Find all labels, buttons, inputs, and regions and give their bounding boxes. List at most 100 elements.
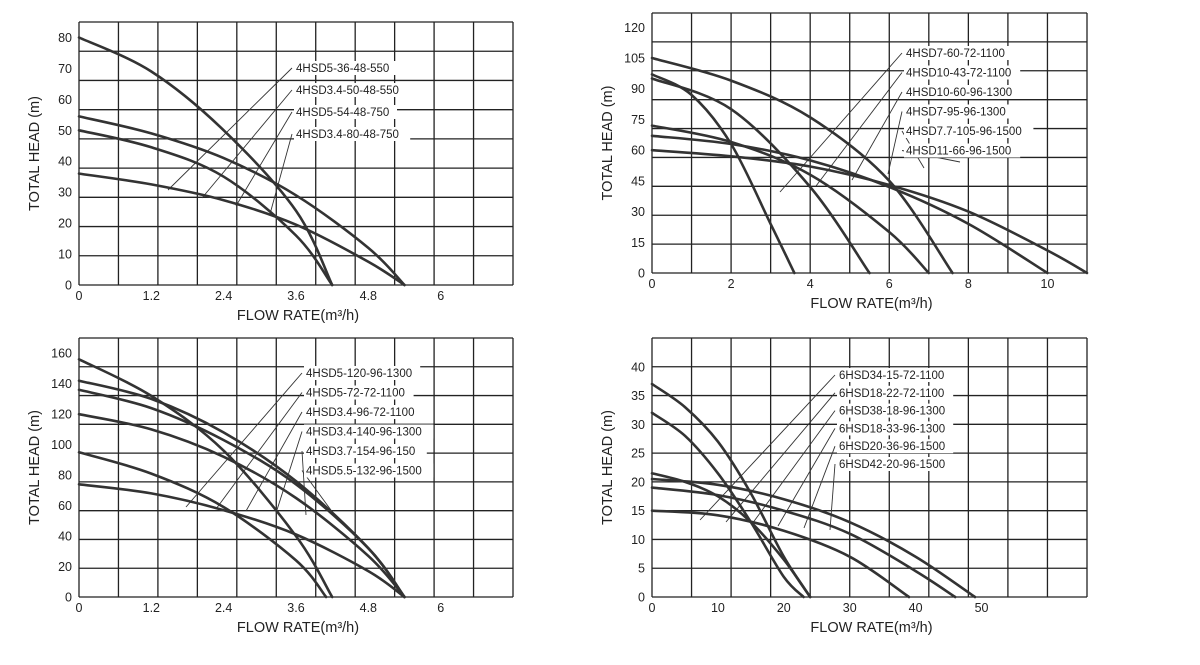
series-curve [77, 172, 406, 287]
series-curve [650, 477, 977, 599]
series-curve [650, 73, 796, 275]
legend-label-background [904, 124, 1034, 138]
legend-label: 6HSD18-33-96-1300 [839, 423, 945, 435]
y-tick-label: 0 [65, 591, 72, 605]
y-tick-label: 50 [58, 124, 72, 138]
y-tick-label: 10 [58, 248, 72, 262]
legend-label: 4HSD5-54-48-750 [296, 107, 389, 119]
y-tick-label: 70 [58, 62, 72, 76]
series-curve [77, 129, 334, 287]
legend-label: 6HSD34-15-72-1100 [839, 370, 944, 382]
x-tick-label: 4 [807, 277, 814, 291]
y-tick-label: 120 [51, 408, 72, 422]
series-curve [650, 124, 931, 275]
y-tick-label: 35 [631, 389, 645, 403]
grid [78, 337, 514, 598]
x-tick-label: 2.4 [215, 601, 232, 615]
callout-leader-line [301, 470, 337, 518]
callout-leader-line [269, 133, 293, 215]
callout-leader-line [779, 52, 903, 193]
y-tick-label: 60 [631, 144, 645, 158]
callout-leader-line [185, 372, 303, 508]
x-tick-label: 6 [437, 601, 444, 615]
callout-leader-line [201, 89, 293, 199]
legend-label-background [837, 385, 954, 400]
y-tick-label: 30 [631, 418, 645, 432]
chart-panel-2: 0 15 30 45 60 75 90 105 120 0 2 4 6 8 10 FLOW RATE(m³/h… [600, 12, 1089, 312]
callout-leader-line [815, 72, 903, 187]
legend-label: 4HSD3.4-140-96-1300 [306, 427, 422, 439]
legend-label: 4HSD3.4-80-48-750 [296, 129, 399, 141]
y-tick-label: 105 [624, 52, 645, 66]
x-tick-label: 0 [76, 289, 83, 303]
series-curve [77, 115, 406, 287]
legend-label-background [904, 85, 1021, 99]
callout-leader-line [777, 428, 836, 527]
x-tick-label: 6 [437, 289, 444, 303]
chart-panel-1: 0 10 20 30 40 50 60 70 80 0 1.2 2.4 3.6 4.8 6 FLOW RATE… [27, 21, 514, 324]
x-tick-label: 1.2 [143, 601, 160, 615]
y-axis-label: TOTAL HEAD (m) [600, 410, 616, 525]
y-tick-label: 15 [631, 504, 645, 518]
x-tick-label: 3.6 [287, 289, 304, 303]
chart-panel-3: 0 20 40 60 80 100 120 140 160 0 1.2 2.4 3.6 4.8 6 FLOW … [27, 337, 514, 636]
y-tick-label: 90 [631, 82, 645, 96]
callout-leader-line [215, 392, 303, 510]
y-axis-label: TOTAL HEAD (m) [600, 86, 616, 201]
callout-leader-line [167, 67, 293, 191]
y-tick-label: 30 [58, 186, 72, 200]
legend-label-background [904, 143, 1021, 158]
y-tick-label: 30 [631, 205, 645, 219]
y-tick-label: 40 [58, 530, 72, 544]
callout-leader-line [275, 431, 303, 514]
callout-leader-line [803, 446, 836, 529]
callout-leader-line [699, 374, 836, 521]
y-tick-label: 80 [58, 469, 72, 483]
y-tick-label: 120 [624, 21, 645, 35]
legend-label-background [304, 366, 421, 380]
callout-leader-line [851, 91, 903, 181]
legend-label-background [304, 405, 427, 419]
series-curve [650, 56, 954, 275]
series-curve [650, 411, 805, 599]
x-axis-label: FLOW RATE(m³/h) [810, 296, 932, 312]
legend-label: 4HSD10-60-96-1300 [906, 87, 1012, 99]
y-tick-label: 40 [631, 360, 645, 374]
y-tick-label: 160 [51, 347, 72, 361]
callout-leader-line [751, 410, 836, 525]
chart-panel-4: 0 5 10 15 20 25 30 35 40 0 10 20 30 40 50 FLOW RATE(m³/… [600, 337, 1088, 636]
legend-label: 4HSD5.5-132-96-1500 [306, 466, 422, 478]
y-axis-label: TOTAL HEAD (m) [27, 410, 43, 525]
x-tick-label: 30 [843, 601, 857, 615]
series-curve [650, 509, 911, 599]
legend-label: 6HSD42-20-96-1500 [839, 459, 945, 471]
legend-label-background [837, 457, 954, 471]
x-tick-label: 20 [777, 601, 791, 615]
y-tick-label: 20 [58, 560, 72, 574]
callout-leader-line [245, 411, 303, 512]
x-tick-label: 10 [1041, 277, 1055, 291]
x-tick-label: 8 [965, 277, 972, 291]
series-curve [650, 77, 871, 275]
series-curve [77, 412, 406, 599]
y-tick-label: 100 [51, 438, 72, 452]
x-tick-label: 1.2 [143, 289, 160, 303]
legend-label-background [904, 65, 1021, 80]
series-curve [650, 134, 1049, 275]
series-curve [77, 379, 406, 599]
legend-label: 4HSD5-120-96-1300 [306, 368, 412, 380]
x-tick-label: 40 [909, 601, 923, 615]
x-axis-label: FLOW RATE(m³/h) [810, 620, 932, 636]
legend-label-background [837, 403, 954, 418]
y-tick-label: 20 [631, 475, 645, 489]
legend-label-background [304, 424, 434, 439]
y-tick-label: 40 [58, 155, 72, 169]
x-tick-label: 4.8 [360, 289, 377, 303]
x-tick-label: 0 [76, 601, 83, 615]
legend-label: 4HSD3.4-96-72-1100 [306, 407, 414, 419]
legend-label-background [294, 127, 411, 141]
legend-label: 4HSD3.4-50-48-550 [296, 85, 399, 97]
legend-label-background [294, 105, 397, 119]
callout-leader-line [301, 450, 307, 516]
